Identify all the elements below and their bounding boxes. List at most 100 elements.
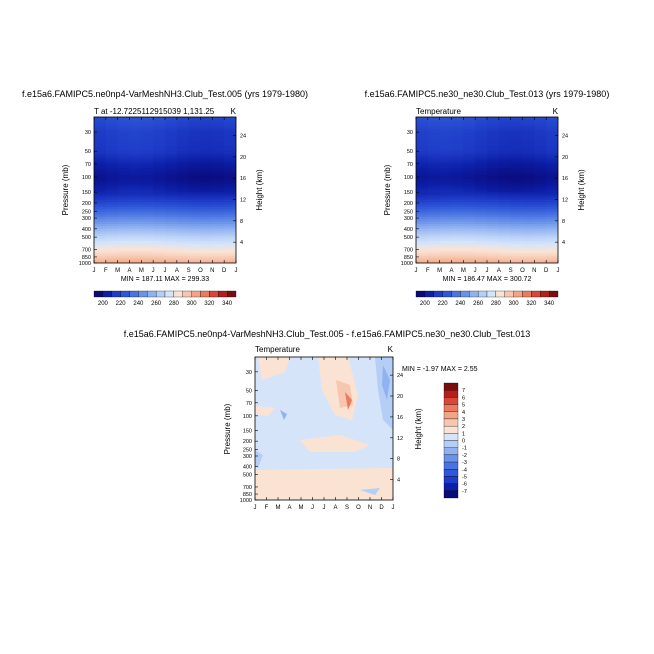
field-cell	[117, 219, 131, 223]
field-cell	[546, 202, 558, 206]
field-cell	[522, 238, 535, 242]
field-cell	[129, 168, 142, 172]
field-cell	[510, 163, 524, 167]
field-cell	[522, 209, 535, 213]
field-cell	[463, 117, 476, 121]
field-cell	[129, 151, 142, 155]
colorbar-swatch	[424, 290, 434, 298]
field-cell	[463, 134, 476, 138]
field-cell	[212, 160, 225, 164]
field-cell	[176, 155, 190, 159]
field-cell	[487, 216, 500, 220]
field-cell	[451, 202, 464, 206]
field-cell	[105, 248, 119, 252]
field-cell	[176, 131, 190, 135]
field-cell	[188, 248, 202, 252]
field-cell	[546, 129, 558, 133]
field-cell	[416, 245, 429, 249]
field-cell	[105, 221, 119, 225]
field-cell	[200, 180, 213, 184]
field-cell	[487, 253, 500, 257]
field-cell	[475, 172, 488, 176]
colorbar-swatch	[531, 290, 541, 298]
field-cell	[94, 153, 107, 157]
field-cell	[129, 241, 142, 245]
field-cell	[534, 241, 547, 245]
field-cell	[141, 141, 154, 145]
field-cell	[534, 175, 547, 179]
field-cell	[200, 126, 213, 130]
field-cell	[427, 180, 441, 184]
field-cell	[188, 197, 202, 201]
colorbar-swatch	[129, 290, 139, 298]
y-right-tick-label: 16	[240, 176, 246, 182]
field-cell	[165, 134, 178, 138]
colorbar-label: 200	[420, 301, 431, 307]
field-cell	[463, 146, 476, 150]
field-cell	[522, 151, 535, 155]
field-cell	[522, 131, 535, 135]
field-cell	[141, 143, 154, 147]
field-cell	[165, 233, 178, 237]
field-cell	[416, 172, 429, 176]
field-cell	[176, 258, 190, 262]
field-cell	[188, 168, 202, 172]
field-cell	[153, 138, 166, 142]
field-cell	[498, 211, 512, 215]
field-cell	[475, 238, 488, 242]
panel-2-minmax: MIN = 186.47 MAX = 300.72	[443, 276, 532, 283]
field-cell	[439, 151, 453, 155]
field-cell	[129, 221, 142, 225]
field-cell	[105, 170, 119, 174]
y-tick-label: 250	[404, 209, 413, 215]
field-cell	[427, 182, 441, 186]
field-cell	[522, 231, 535, 235]
field-cell	[105, 190, 119, 194]
field-cell	[475, 194, 488, 198]
field-cell	[117, 192, 131, 196]
field-cell	[141, 209, 154, 213]
field-cell	[141, 158, 154, 162]
field-cell	[546, 192, 558, 196]
field-cell	[487, 138, 500, 142]
field-cell	[498, 163, 512, 167]
field-cell	[176, 136, 190, 140]
field-cell	[534, 216, 547, 220]
field-cell	[129, 138, 142, 142]
field-cell	[200, 165, 213, 169]
field-cell	[451, 158, 464, 162]
field-cell	[129, 233, 142, 237]
field-cell	[200, 250, 213, 254]
field-cell	[475, 248, 488, 252]
field-cell	[510, 158, 524, 162]
field-cell	[165, 253, 178, 257]
panel-1-subtitle-left: T at -12.7225112915039 1,131.25	[94, 107, 215, 116]
field-cell	[176, 153, 190, 157]
field-cell	[117, 224, 131, 228]
field-cell	[224, 119, 236, 123]
field-cell	[105, 141, 119, 145]
field-cell	[200, 119, 213, 123]
field-cell	[165, 175, 178, 179]
field-cell	[427, 224, 441, 228]
field-cell	[416, 233, 429, 237]
field-cell	[224, 158, 236, 162]
field-cell	[153, 250, 166, 254]
field-cell	[451, 228, 464, 232]
field-cell	[451, 165, 464, 169]
field-cell	[416, 175, 429, 179]
field-cell	[129, 153, 142, 157]
colorbar-swatch	[173, 290, 183, 298]
field-cell	[129, 148, 142, 152]
field-cell	[188, 138, 202, 142]
field-cell	[439, 168, 453, 172]
field-cell	[129, 253, 142, 257]
field-cell	[141, 243, 154, 247]
field-cell	[510, 211, 524, 215]
field-cell	[416, 192, 429, 196]
field-cell	[510, 194, 524, 198]
field-cell	[165, 231, 178, 235]
field-cell	[534, 165, 547, 169]
colorbar-swatch	[443, 440, 459, 448]
field-cell	[188, 126, 202, 130]
